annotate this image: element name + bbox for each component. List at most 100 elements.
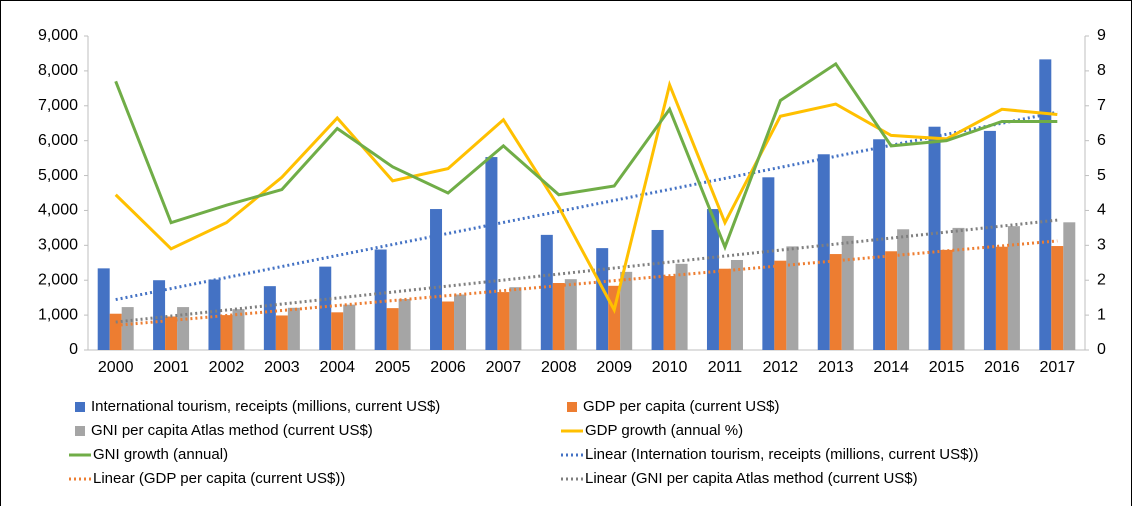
y2-tick-label: 4: [1097, 202, 1106, 219]
bar: [275, 315, 288, 350]
y-tick-label: 7,000: [38, 97, 78, 114]
bar: [485, 157, 498, 350]
y-tick-label: 6,000: [38, 132, 78, 149]
y2-tick-label: 9: [1097, 27, 1106, 44]
line-series: [114, 61, 1058, 252]
bar: [952, 227, 965, 350]
x-tick-label: 2003: [264, 359, 300, 376]
y2-tick-label: 7: [1097, 97, 1106, 114]
bar: [374, 249, 387, 350]
bar: [817, 154, 830, 350]
bar: [620, 271, 633, 350]
bar: [706, 209, 719, 350]
bar: [596, 248, 609, 350]
x-tick-label: 2017: [1040, 359, 1076, 376]
y2-tick-label: 3: [1097, 237, 1106, 254]
bar: [97, 268, 110, 350]
bar: [109, 313, 122, 350]
bar: [829, 254, 842, 350]
x-tick-label: 2014: [873, 359, 909, 376]
bar: [177, 307, 190, 350]
legend-swatch: [567, 402, 577, 412]
bar: [220, 315, 233, 350]
x-tick-label: 2016: [984, 359, 1020, 376]
bar: [153, 280, 166, 350]
y2-tick-label: 2: [1097, 271, 1106, 288]
y-tick-label: 0: [69, 341, 78, 358]
trendline: [115, 110, 1058, 302]
bar: [928, 126, 941, 350]
bar: [983, 130, 996, 350]
legend-label: GDP growth (annual %): [585, 422, 743, 439]
bar: [1051, 246, 1064, 350]
bar: [509, 287, 522, 350]
x-tick-label: 2006: [430, 359, 466, 376]
bar: [718, 268, 731, 350]
x-tick-label: 2004: [319, 359, 355, 376]
x-tick-label: 2012: [763, 359, 799, 376]
bar: [319, 266, 332, 350]
y2-tick-label: 5: [1097, 167, 1106, 184]
legend-label: Linear (GNI per capita Atlas method (cur…: [585, 470, 918, 487]
bar: [343, 304, 356, 350]
y-tick-label: 3,000: [38, 237, 78, 254]
bar: [873, 139, 886, 350]
bar: [232, 309, 245, 350]
line-series: [114, 79, 1058, 315]
x-tick-label: 2011: [708, 359, 743, 376]
y-tick-label: 2,000: [38, 271, 78, 288]
bar: [165, 316, 178, 350]
bar: [885, 251, 898, 350]
y-tick-label: 8,000: [38, 62, 78, 79]
bar: [442, 301, 455, 350]
y2-tick-label: 0: [1097, 341, 1106, 358]
x-tick-label: 2010: [652, 359, 688, 376]
bar: [454, 294, 467, 350]
y-tick-label: 1,000: [38, 306, 78, 323]
y2-tick-label: 8: [1097, 62, 1106, 79]
bar: [331, 312, 344, 350]
x-tick-label: 2007: [486, 359, 522, 376]
bar: [552, 283, 565, 350]
bar: [497, 292, 510, 350]
bar: [398, 299, 411, 350]
trendline: [115, 239, 1058, 327]
bar: [430, 209, 443, 350]
bar: [786, 246, 799, 350]
bar: [651, 229, 664, 350]
bar: [1039, 59, 1052, 351]
y2-tick-label: 1: [1097, 306, 1106, 323]
y-tick-label: 4,000: [38, 202, 78, 219]
bar: [675, 263, 688, 350]
bar: [762, 177, 775, 350]
bar: [540, 234, 553, 350]
legend-label: GNI per capita Atlas method (current US$…: [91, 422, 373, 439]
bar: [774, 260, 787, 350]
bar: [841, 235, 854, 350]
bar: [121, 307, 134, 350]
x-tick-label: 2001: [153, 359, 189, 376]
x-tick-label: 2000: [98, 359, 134, 376]
x-tick-label: 2002: [209, 359, 245, 376]
legend-swatch: [75, 426, 85, 436]
bar: [730, 259, 743, 350]
legend-label: GDP per capita (current US$): [583, 398, 779, 415]
bar: [564, 279, 577, 350]
legend-label: International tourism, receipts (million…: [91, 398, 440, 415]
bar: [1007, 226, 1020, 350]
x-tick-label: 2013: [818, 359, 854, 376]
x-tick-label: 2008: [541, 359, 577, 376]
legend-label: Linear (GDP per capita (current US$)): [93, 470, 345, 487]
x-tick-label: 2005: [375, 359, 411, 376]
legend-swatch: [75, 402, 85, 412]
y2-tick-label: 6: [1097, 132, 1106, 149]
y-tick-label: 9,000: [38, 27, 78, 44]
bar: [287, 307, 300, 350]
legend-label: GNI growth (annual): [93, 446, 228, 463]
bar: [897, 229, 910, 350]
trendline: [115, 218, 1058, 324]
bar: [663, 276, 676, 350]
x-tick-label: 2009: [596, 359, 632, 376]
y-tick-label: 5,000: [38, 167, 78, 184]
